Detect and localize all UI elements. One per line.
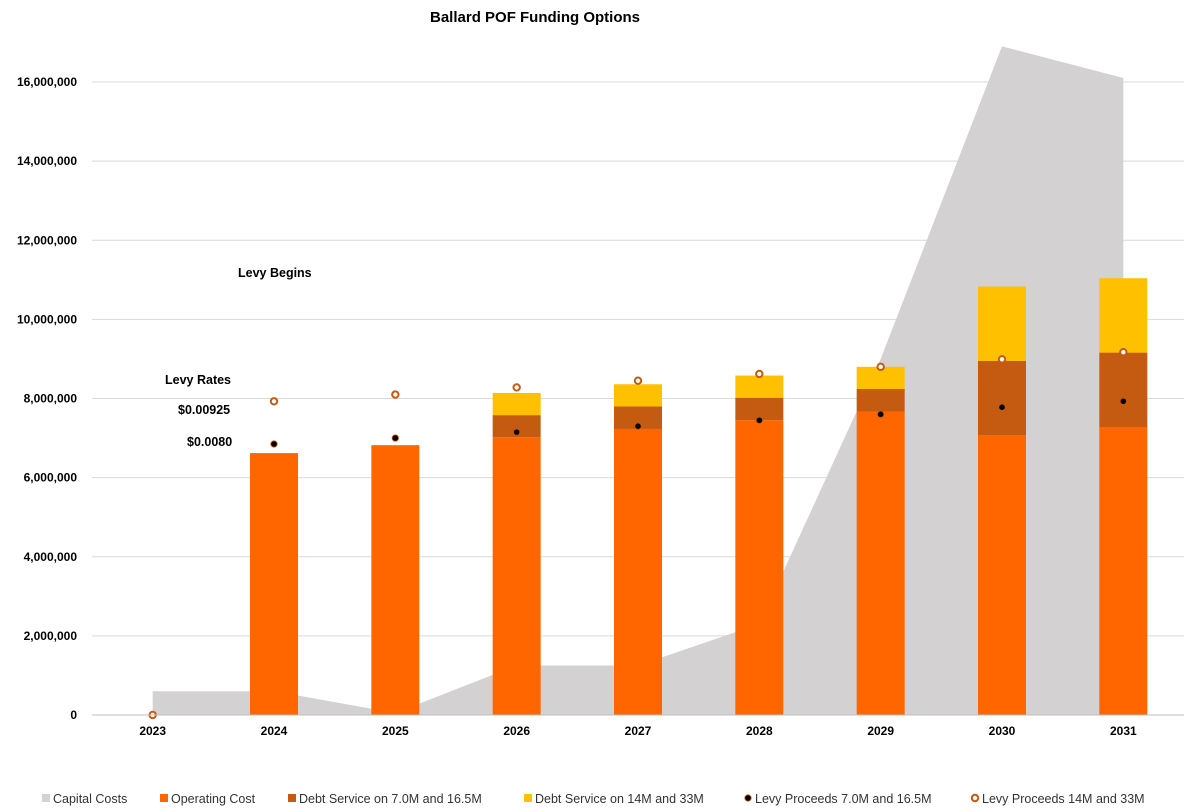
- x-tick-label: 2025: [382, 724, 409, 738]
- y-tick-label: 12,000,000: [17, 233, 77, 247]
- x-tick-label: 2024: [261, 724, 288, 738]
- y-tick-label: 8,000,000: [24, 392, 78, 406]
- legend-label: Levy Proceeds 7.0M and 16.5M: [755, 792, 932, 806]
- debt-service-14m-bar: [856, 366, 905, 390]
- operating-cost-bar: [614, 428, 662, 715]
- levy-proceeds-7m-point: [877, 410, 885, 418]
- debt-service-7m-bar: [735, 397, 784, 421]
- levy-proceeds-14m-point: [269, 397, 279, 406]
- debt-service-14m-bar: [978, 286, 1026, 361]
- debt-service-14m-bar: [492, 392, 541, 416]
- bars: [250, 278, 1148, 715]
- y-tick-label: 0: [70, 708, 77, 722]
- levy-proceeds-14m-point: [512, 383, 521, 392]
- levy-proceeds-14m-point: [391, 390, 400, 399]
- legend-swatch: [160, 794, 168, 802]
- y-tick-label: 6,000,000: [24, 471, 78, 485]
- operating-cost-bar: [1099, 426, 1148, 715]
- levy-proceeds-7m-point: [755, 416, 763, 424]
- operating-cost-bar: [856, 411, 905, 715]
- operating-cost-bar: [735, 420, 784, 715]
- chart-title: Ballard POF Funding Options: [430, 9, 640, 26]
- legend-label: Capital Costs: [53, 792, 127, 806]
- operating-cost-bar: [371, 445, 420, 715]
- legend-swatch: [288, 794, 296, 802]
- levy-proceeds-7m-point: [998, 403, 1006, 411]
- levy-proceeds-14m-point: [755, 369, 764, 379]
- legend-label: Debt Service on 14M and 33M: [535, 792, 704, 806]
- operating-cost-bar: [978, 435, 1026, 715]
- y-tick-label: 10,000,000: [17, 312, 77, 326]
- levy-proceeds-7m-point: [1119, 397, 1127, 405]
- x-tick-label: 2030: [989, 724, 1016, 738]
- levy-proceeds-7m-point: [270, 440, 278, 448]
- annotation-rate-low: $0.0080: [187, 435, 232, 449]
- debt-service-7m-bar: [614, 406, 662, 429]
- levy-proceeds-14m-point: [876, 362, 885, 372]
- debt-service-14m-bar: [1099, 278, 1148, 353]
- legend-swatch: [42, 794, 50, 802]
- x-tick-label: 2023: [139, 724, 166, 738]
- x-tick-label: 2027: [625, 724, 652, 738]
- levy-proceeds-14m-point: [633, 376, 643, 385]
- levy-proceeds-7m-point: [391, 434, 399, 442]
- legend-label: Operating Cost: [171, 792, 256, 806]
- levy-proceeds-7m-point: [513, 428, 521, 436]
- x-axis-ticks: 2023 2024 2025 2026 2027 2028 2029 2030 2031: [139, 724, 1137, 738]
- debt-service-14m-bar: [735, 375, 784, 398]
- annotation-levy-begins: Levy Begins: [238, 266, 312, 280]
- y-tick-label: 16,000,000: [17, 75, 77, 89]
- y-axis-ticks: 0 2,000,000 4,000,000 6,000,000 8,000,000 10,…: [17, 75, 77, 722]
- x-tick-label: 2031: [1110, 724, 1137, 738]
- legend-marker-levy-7m: [744, 794, 752, 802]
- levy-points: [148, 348, 1128, 720]
- debt-service-7m-bar: [978, 360, 1026, 436]
- levy-proceeds-7m-point: [634, 422, 642, 430]
- annotation-levy-rates: Levy Rates: [165, 373, 231, 387]
- annotation-rate-high: $0.00925: [178, 403, 230, 417]
- debt-service-7m-bar: [856, 389, 905, 412]
- debt-service-7m-bar: [492, 415, 541, 438]
- x-tick-label: 2028: [746, 724, 773, 738]
- legend-label: Levy Proceeds 14M and 33M: [982, 792, 1145, 806]
- debt-service-7m-bar: [1099, 352, 1148, 427]
- operating-cost-bar: [250, 453, 298, 715]
- levy-proceeds-14m-point: [1119, 348, 1128, 357]
- legend-marker-levy-14m: [970, 793, 980, 803]
- y-tick-label: 4,000,000: [24, 550, 78, 564]
- y-tick-label: 2,000,000: [24, 629, 78, 643]
- y-tick-label: 14,000,000: [17, 154, 77, 168]
- x-tick-label: 2029: [867, 724, 894, 738]
- levy-proceeds-14m-point: [997, 355, 1007, 364]
- legend-swatch: [524, 794, 532, 802]
- legend: Capital Costs Operating Cost Debt Service …: [42, 792, 1145, 806]
- operating-cost-bar: [492, 437, 541, 715]
- legend-label: Debt Service on 7.0M and 16.5M: [299, 792, 482, 806]
- x-tick-label: 2026: [503, 724, 530, 738]
- debt-service-14m-bar: [614, 384, 662, 407]
